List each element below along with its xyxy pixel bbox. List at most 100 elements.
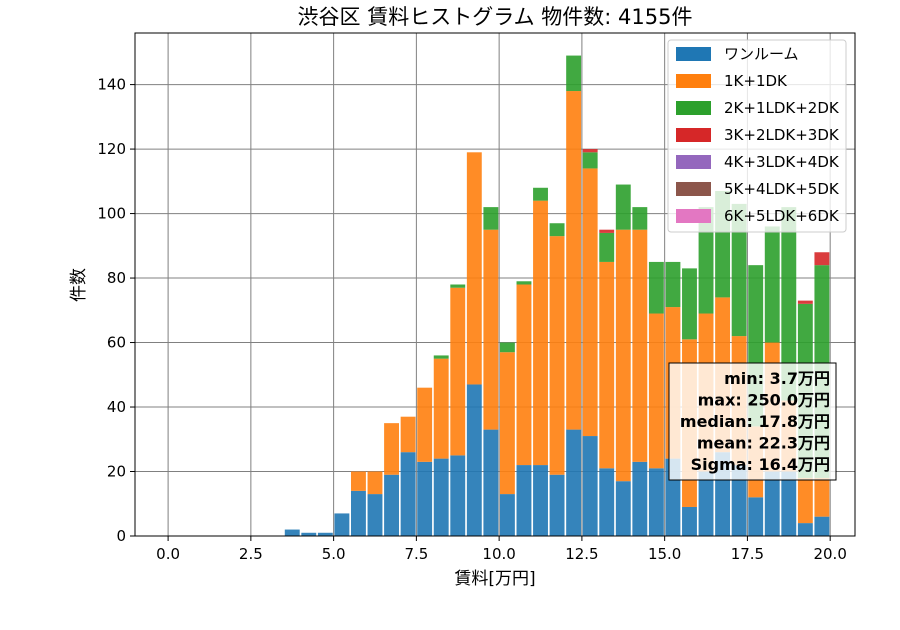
- bar-segment: [566, 91, 582, 430]
- x-tick-label: 12.5: [565, 545, 598, 563]
- stats-line: min: 3.7万円: [724, 369, 830, 388]
- bar-segment: [781, 207, 797, 401]
- legend-swatch: [676, 101, 711, 115]
- y-tick-label: 140: [97, 76, 126, 94]
- bar-segment: [764, 226, 780, 343]
- legend-swatch: [676, 182, 711, 196]
- legend-swatch: [676, 47, 711, 61]
- stats-line: max: 250.0万円: [698, 391, 830, 410]
- bar-segment: [698, 471, 714, 536]
- bar-segment: [301, 532, 317, 536]
- stats-box: min: 3.7万円 max: 250.0万円 median: 17.8万円 mean…: [668, 362, 837, 481]
- bar-segment: [599, 229, 615, 233]
- stats-box-frame: [668, 362, 837, 481]
- legend-label: 1K+1DK: [724, 72, 788, 90]
- bar-segment: [781, 471, 797, 536]
- bar-segment: [433, 358, 449, 459]
- bar-segment: [599, 232, 615, 262]
- y-tick-label: 20: [107, 463, 126, 481]
- bar-segment: [566, 429, 582, 536]
- bar-segment: [615, 184, 631, 230]
- bar-segment: [797, 477, 813, 524]
- bar-segment: [384, 423, 399, 475]
- bar-segment: [814, 477, 830, 517]
- x-tick-label: 7.5: [404, 545, 428, 563]
- legend-label: 5K+4LDK+5DK: [724, 180, 840, 198]
- legend: ワンルーム 1K+1DK 2K+1LDK+2DK 3K+2LDK+3DK 4K+3LDK…: [667, 39, 847, 233]
- bar-segment: [797, 300, 813, 304]
- legend-label: 2K+1LDK+2DK: [724, 99, 840, 117]
- x-tick-label: 17.5: [731, 545, 764, 563]
- bar-segment: [433, 458, 449, 536]
- y-tick-label: 80: [107, 269, 126, 287]
- y-axis-ticks: 0 20 40 60 80 100 120 140: [97, 76, 135, 545]
- bar-segment: [615, 481, 631, 536]
- bar-segment: [417, 387, 433, 462]
- x-tick-label: 5.0: [322, 545, 346, 563]
- x-tick-label: 0.0: [156, 545, 180, 563]
- bar-segment: [632, 229, 648, 462]
- stats-line: Sigma: 16.4万円: [691, 455, 830, 474]
- bar-segment: [450, 287, 466, 456]
- bar-segment: [533, 465, 548, 536]
- bar-segment: [599, 261, 615, 469]
- bar-segment: [351, 471, 366, 491]
- y-tick-label: 40: [107, 398, 126, 416]
- bar-segment: [632, 461, 648, 536]
- bar-segment: [483, 229, 499, 430]
- y-tick-label: 0: [116, 527, 126, 545]
- x-tick-label: 10.0: [482, 545, 515, 563]
- bar-segment: [516, 284, 532, 466]
- bar-segment: [466, 384, 482, 536]
- bar-segment: [384, 474, 399, 536]
- bar-segment: [499, 352, 515, 495]
- legend-label: 3K+2LDK+3DK: [724, 126, 840, 144]
- bar-segment: [731, 465, 747, 536]
- stats-lines: min: 3.7万円 max: 250.0万円 median: 17.8万円 mean…: [680, 369, 830, 474]
- chart-title: 渋谷区 賃料ヒストグラム 物件数: 4155件: [298, 5, 693, 29]
- legend-swatch: [676, 74, 711, 88]
- bar-segment: [433, 355, 449, 359]
- x-axis-label: 賃料[万円]: [454, 569, 535, 589]
- bar-segment: [814, 252, 830, 266]
- legend-label: 6K+5LDK+6DK: [724, 207, 840, 225]
- x-axis-ticks: 0.0 2.5 5.0 7.5 10.0 12.5 15.0 17.5 20.0: [156, 536, 847, 563]
- legend-swatch: [676, 155, 711, 169]
- bar-segment: [516, 281, 532, 285]
- bar-segment: [466, 152, 482, 385]
- bar-segment: [499, 342, 515, 353]
- bar-segment: [764, 471, 780, 536]
- bar-segment: [549, 223, 565, 237]
- bar-segment: [317, 532, 333, 536]
- bar-segment: [566, 55, 582, 92]
- bar-segment: [582, 168, 598, 437]
- bar-segment: [400, 416, 416, 453]
- legend-label: 4K+3LDK+4DK: [724, 153, 840, 171]
- bar-segment: [367, 494, 383, 536]
- bar-segment: [748, 497, 764, 536]
- bar-segment: [797, 523, 813, 536]
- bar-segment: [648, 261, 664, 314]
- bar-segment: [698, 207, 714, 314]
- stats-line: mean: 22.3万円: [697, 434, 830, 453]
- plot-frame: [134, 32, 856, 537]
- bar-segment: [450, 455, 466, 536]
- bar-segment: [483, 429, 499, 536]
- bar-segment: [400, 452, 416, 536]
- bar-segment: [351, 490, 366, 536]
- legend-items: ワンルーム 1K+1DK 2K+1LDK+2DK 3K+2LDK+3DK 4K+3LDK…: [676, 45, 840, 225]
- bar-segment: [582, 152, 598, 169]
- x-tick-label: 2.5: [239, 545, 263, 563]
- bar-segment: [417, 461, 433, 536]
- bar-segment: [499, 494, 515, 536]
- bar-segment: [483, 207, 499, 230]
- bar-segment: [367, 471, 383, 495]
- bar-segment: [549, 474, 565, 536]
- bar-segment: [665, 261, 681, 308]
- legend-label: ワンルーム: [724, 45, 799, 63]
- bar-segment: [615, 229, 631, 482]
- bar-segment: [450, 284, 466, 288]
- bar-segment: [582, 149, 598, 153]
- bar-segment: [648, 313, 664, 469]
